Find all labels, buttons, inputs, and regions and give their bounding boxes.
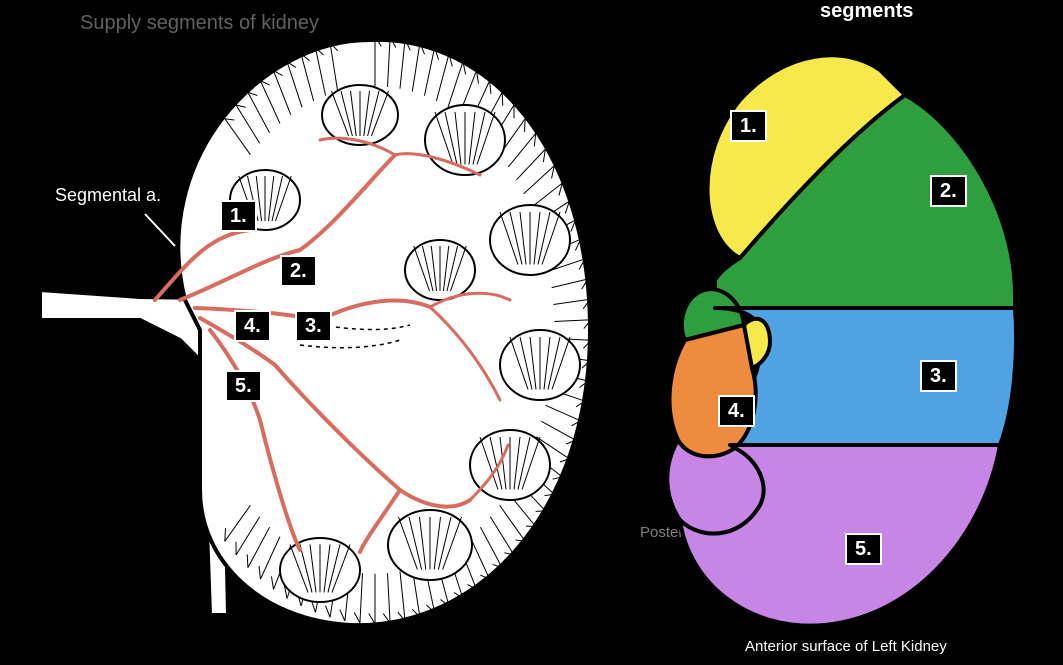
left-marker-2: 2. xyxy=(280,255,317,287)
medullary-pyramid xyxy=(322,85,398,145)
left-marker-4: 4. xyxy=(234,310,271,342)
medullary-pyramid xyxy=(500,330,580,400)
diagram-canvas xyxy=(0,0,1063,665)
right-marker-anteroinferior: 3. xyxy=(920,360,957,392)
right-marker-superior: 1. xyxy=(730,110,767,142)
medullary-pyramid xyxy=(388,510,472,580)
left-marker-1: 1. xyxy=(220,200,257,232)
segment-posterior xyxy=(670,325,756,456)
right-marker-posterior: 4. xyxy=(718,395,755,427)
left-marker-3: 3. xyxy=(295,310,332,342)
segmental-leader-line xyxy=(145,214,175,246)
medullary-pyramid xyxy=(425,105,505,175)
right-marker-inferior: 5. xyxy=(845,533,882,565)
medullary-pyramid xyxy=(280,538,360,602)
right-marker-anterosuperior: 2. xyxy=(930,175,967,207)
left-marker-5: 5. xyxy=(225,370,262,402)
medullary-pyramid xyxy=(490,205,570,275)
medullary-pyramid xyxy=(405,240,475,300)
